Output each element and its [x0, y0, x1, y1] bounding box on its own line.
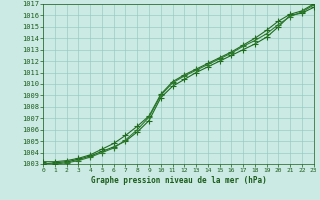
X-axis label: Graphe pression niveau de la mer (hPa): Graphe pression niveau de la mer (hPa): [91, 176, 266, 185]
